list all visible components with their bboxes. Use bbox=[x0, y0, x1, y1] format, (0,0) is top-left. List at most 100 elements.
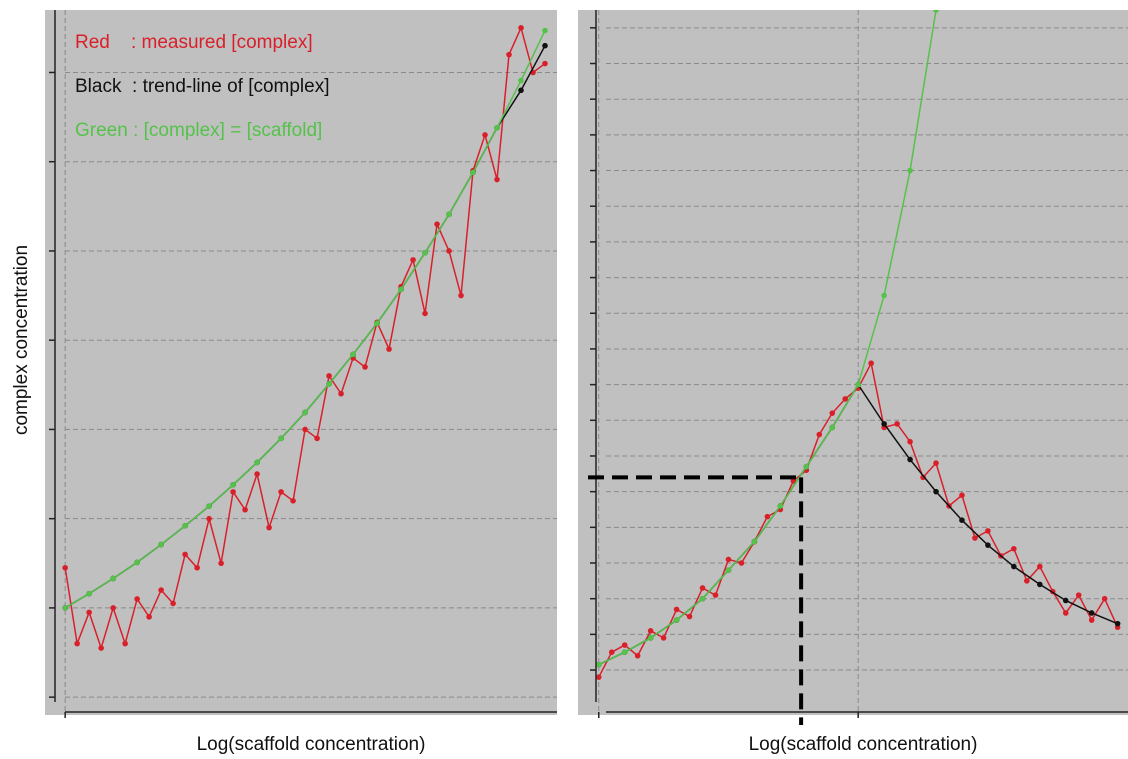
data-point bbox=[673, 606, 680, 613]
data-point bbox=[1011, 545, 1017, 552]
data-point bbox=[803, 463, 810, 470]
data-point bbox=[230, 489, 236, 495]
data-point bbox=[712, 592, 719, 598]
data-point bbox=[386, 346, 392, 352]
data-point bbox=[218, 560, 224, 567]
data-point bbox=[894, 421, 900, 427]
data-point bbox=[1011, 563, 1017, 570]
data-point bbox=[842, 396, 849, 402]
data-point bbox=[1024, 578, 1030, 584]
data-point bbox=[62, 564, 68, 571]
data-point bbox=[170, 600, 176, 607]
data-point bbox=[518, 25, 524, 31]
data-point bbox=[98, 645, 104, 651]
data-point bbox=[182, 551, 188, 558]
data-point bbox=[1088, 610, 1095, 616]
data-point bbox=[764, 513, 771, 520]
data-point bbox=[350, 351, 356, 358]
data-point bbox=[673, 617, 680, 623]
data-point bbox=[686, 613, 693, 620]
data-point bbox=[62, 605, 68, 611]
data-point bbox=[134, 559, 140, 566]
data-point bbox=[206, 515, 212, 522]
data-point bbox=[470, 169, 476, 176]
data-point bbox=[868, 360, 874, 367]
data-point bbox=[374, 320, 380, 327]
data-point bbox=[482, 132, 488, 138]
data-point bbox=[647, 635, 654, 641]
data-point bbox=[518, 87, 524, 94]
data-point bbox=[959, 492, 965, 499]
x-axis-label: Log(scaffold concentration) bbox=[749, 734, 978, 755]
plot-background bbox=[45, 10, 557, 715]
data-point bbox=[230, 481, 236, 488]
series-line bbox=[598, 10, 937, 666]
data-point bbox=[422, 249, 428, 256]
data-point bbox=[302, 409, 308, 416]
data-point bbox=[829, 410, 836, 416]
data-point bbox=[314, 435, 320, 442]
plot-area bbox=[62, 10, 557, 712]
data-point bbox=[621, 649, 628, 656]
data-point bbox=[242, 506, 248, 513]
legend-entry: Green : [complex] = [scaffold] bbox=[75, 120, 322, 141]
data-point bbox=[647, 627, 654, 634]
data-point bbox=[542, 42, 548, 49]
plot-area bbox=[595, 10, 1128, 712]
data-point bbox=[595, 661, 602, 668]
data-point bbox=[446, 248, 452, 254]
data-point bbox=[122, 640, 128, 647]
data-point bbox=[738, 560, 745, 566]
data-point bbox=[985, 528, 991, 534]
data-point bbox=[907, 167, 913, 174]
y-axis-label: complex concentration bbox=[11, 245, 32, 435]
x-axis-label: Log(scaffold concentration) bbox=[197, 734, 426, 755]
data-point bbox=[1062, 597, 1069, 604]
plot-background bbox=[578, 10, 1128, 715]
data-point bbox=[494, 124, 500, 131]
data-point bbox=[362, 364, 368, 370]
data-point bbox=[920, 474, 926, 481]
data-point bbox=[634, 652, 641, 659]
data-point bbox=[1114, 620, 1121, 627]
data-point bbox=[446, 211, 452, 218]
data-point bbox=[518, 77, 524, 84]
data-point bbox=[790, 478, 797, 484]
data-point bbox=[660, 635, 667, 641]
data-point bbox=[816, 431, 823, 438]
data-point bbox=[494, 176, 500, 183]
data-point bbox=[542, 27, 548, 34]
legend-entry: Red : measured [complex] bbox=[75, 32, 313, 53]
data-point bbox=[777, 503, 784, 509]
data-point bbox=[1075, 592, 1082, 598]
data-point bbox=[158, 587, 164, 593]
data-point bbox=[86, 609, 92, 616]
data-point bbox=[699, 595, 706, 602]
data-point bbox=[326, 381, 332, 387]
data-point bbox=[1036, 581, 1043, 588]
data-point bbox=[254, 459, 260, 466]
data-point bbox=[206, 503, 212, 509]
data-point bbox=[1062, 610, 1069, 616]
data-point bbox=[985, 542, 991, 548]
data-point bbox=[326, 373, 332, 379]
data-point bbox=[907, 438, 913, 445]
data-point bbox=[933, 10, 939, 13]
data-point bbox=[933, 460, 939, 466]
data-point bbox=[434, 221, 440, 227]
data-point bbox=[855, 381, 861, 388]
data-point bbox=[86, 590, 92, 597]
data-point bbox=[542, 60, 548, 67]
data-point bbox=[74, 640, 80, 647]
data-point bbox=[699, 585, 706, 591]
data-point bbox=[621, 642, 628, 648]
data-point bbox=[506, 51, 512, 58]
data-point bbox=[266, 524, 272, 531]
data-point bbox=[829, 424, 836, 431]
data-point bbox=[398, 286, 404, 293]
data-point bbox=[972, 535, 978, 541]
data-point bbox=[458, 292, 464, 299]
data-point bbox=[907, 456, 913, 463]
data-point bbox=[1101, 595, 1108, 602]
